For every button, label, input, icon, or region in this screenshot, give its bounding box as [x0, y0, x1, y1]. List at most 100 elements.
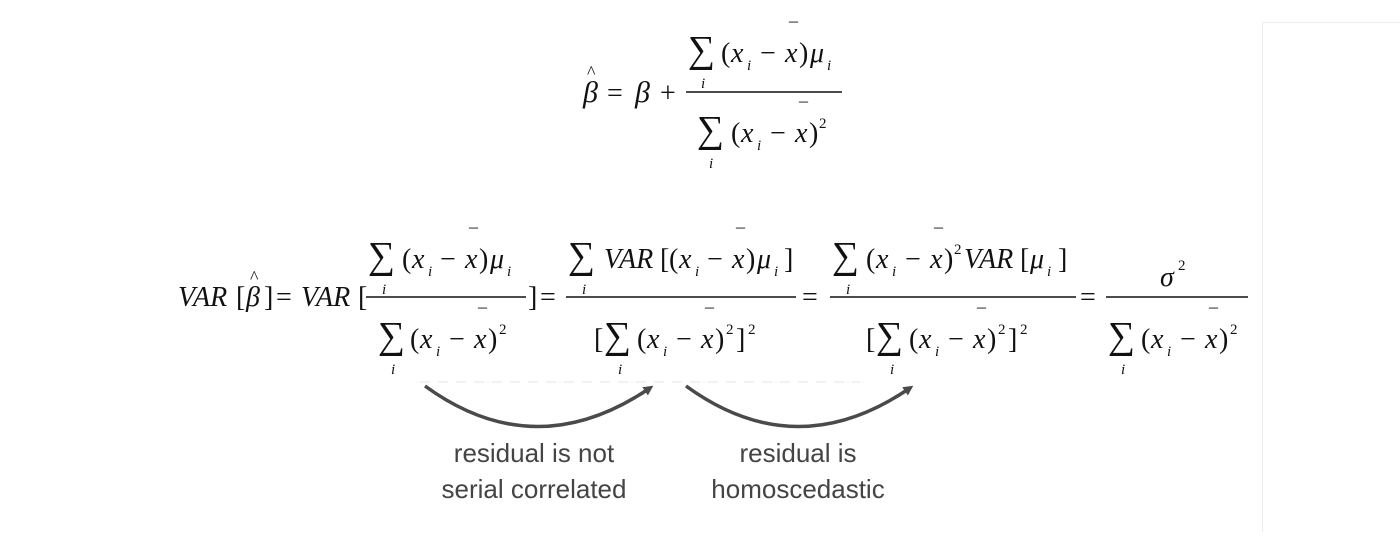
equals-4: = [1080, 282, 1096, 313]
f2-num-bar: _ [735, 210, 746, 230]
f2-num-x-sub: i [695, 264, 699, 280]
f2-den-lparen: ( [637, 324, 646, 355]
f4-den-sum: ∑ [1108, 315, 1135, 357]
top-beta: β [634, 76, 650, 109]
f2-num-lparen: ( [669, 244, 678, 275]
f4-den-minus: − [1180, 324, 1196, 355]
f2-num-rbracket: ] [784, 244, 793, 275]
f3-num-xbar: x [929, 244, 943, 275]
f2-num-lbracket: [ [660, 244, 669, 275]
var-lbracket-left: [ [236, 282, 245, 313]
f3-den-square-inner: 2 [998, 322, 1006, 338]
top-num-xbar: x [784, 38, 798, 69]
f2-den-lbracket: [ [594, 324, 603, 355]
f2-num-x: x [678, 244, 692, 275]
f2-num-mu-sub: i [774, 264, 778, 280]
f3-num-index: i [846, 282, 850, 298]
f3-den-lbracket: [ [866, 324, 875, 355]
top-num-minus: − [760, 38, 776, 69]
f1-den-lparen: ( [410, 324, 419, 355]
f4-num-sigma: σ [1160, 262, 1175, 293]
f2-num-var: VAR [604, 244, 653, 275]
top-den-lparen: ( [731, 118, 740, 149]
f3-den-sum: ∑ [876, 315, 903, 357]
top-den-rparen: ) [809, 118, 818, 149]
f3-den-x: x [918, 324, 932, 355]
f1-num-mu-sub: i [507, 264, 511, 280]
equals-3: = [802, 282, 818, 313]
equals-1: = [276, 282, 292, 313]
side-panel [1262, 22, 1400, 532]
f4-den-xbar: x [1204, 324, 1218, 355]
top-num-index: i [701, 76, 705, 92]
f2-den-index: i [618, 362, 622, 378]
f2-den-bar: _ [704, 290, 715, 310]
top-den-xbar: x [794, 118, 808, 149]
f1-den-sum: ∑ [378, 315, 405, 357]
f1-num-x-sub: i [428, 264, 432, 280]
top-equals: = [607, 78, 623, 109]
caption-left-line2: serial correlated [442, 474, 627, 504]
f3-num-lparen: ( [866, 244, 875, 275]
f4-den-lparen: ( [1141, 324, 1150, 355]
top-num-mu-sub: i [827, 58, 831, 74]
top-hat-symbol: ^ [587, 62, 596, 82]
bottom-formula: VAR [ β ^ ] = VAR [ ∑ i ( x i − x _ ) μ … [178, 210, 1248, 378]
f4-den-bar: _ [1208, 290, 1219, 310]
caption-left-line1: residual is not [454, 438, 615, 468]
f4-den-x-sub: i [1167, 344, 1171, 360]
top-den-square: 2 [819, 116, 827, 132]
f1-num-index: i [382, 282, 386, 298]
f3-num-sum: ∑ [832, 235, 859, 277]
f2-den-x-sub: i [663, 344, 667, 360]
f3-num-lbracket: [ [1020, 244, 1029, 275]
f1-num-sum: ∑ [368, 235, 395, 277]
f3-den-minus: − [948, 324, 964, 355]
f1-num-xbar: x [464, 244, 478, 275]
var-hat-symbol: ^ [250, 267, 259, 287]
f1-den-xbar: x [473, 324, 487, 355]
var-rbracket-second: ] [528, 282, 537, 313]
var-beta-hat: β [245, 282, 260, 313]
annotation-captions: residual is not serial correlated residu… [442, 438, 885, 504]
f3-den-x-sub: i [935, 344, 939, 360]
f2-den-x: x [646, 324, 660, 355]
top-num-lparen: ( [721, 38, 730, 69]
f4-num-square: 2 [1178, 258, 1186, 274]
top-num-rparen: ) [799, 38, 808, 69]
f3-den-xbar: x [972, 324, 986, 355]
var-label-second: VAR [301, 282, 350, 313]
f2-num-mu: μ [756, 244, 771, 275]
top-den-x-sub: i [757, 138, 761, 154]
f4-den-x: x [1150, 324, 1164, 355]
arrow-left [423, 384, 654, 429]
f3-num-square: 2 [954, 242, 962, 258]
f3-num-mu: μ [1029, 244, 1044, 275]
f1-num-x: x [411, 244, 425, 275]
f2-den-square-inner: 2 [726, 322, 734, 338]
f3-num-minus: − [905, 244, 921, 275]
top-den-x: x [740, 118, 754, 149]
f1-num-mu: μ [489, 244, 504, 275]
f2-num-minus: − [707, 244, 723, 275]
top-den-minus: − [770, 118, 786, 149]
f4-den-rparen: ) [1219, 324, 1228, 355]
f3-den-square-outer: 2 [1020, 322, 1028, 338]
f3-den-rparen: ) [987, 324, 996, 355]
f1-den-x-sub: i [436, 344, 440, 360]
f4-den-index: i [1121, 362, 1125, 378]
f1-num-lparen: ( [402, 244, 411, 275]
f3-den-index: i [890, 362, 894, 378]
f2-den-square-outer: 2 [748, 322, 756, 338]
f2-den-rbracket: ] [736, 324, 745, 355]
top-beta-hat: β [582, 76, 598, 109]
f2-num-sum: ∑ [568, 235, 595, 277]
caption-right-line1: residual is [739, 438, 856, 468]
var-label-left: VAR [178, 282, 227, 313]
f1-den-rparen: ) [488, 324, 497, 355]
f1-den-bar: _ [477, 290, 488, 310]
top-num-x-sub: i [747, 58, 751, 74]
top-num-x: x [730, 38, 744, 69]
equals-2: = [540, 282, 556, 313]
